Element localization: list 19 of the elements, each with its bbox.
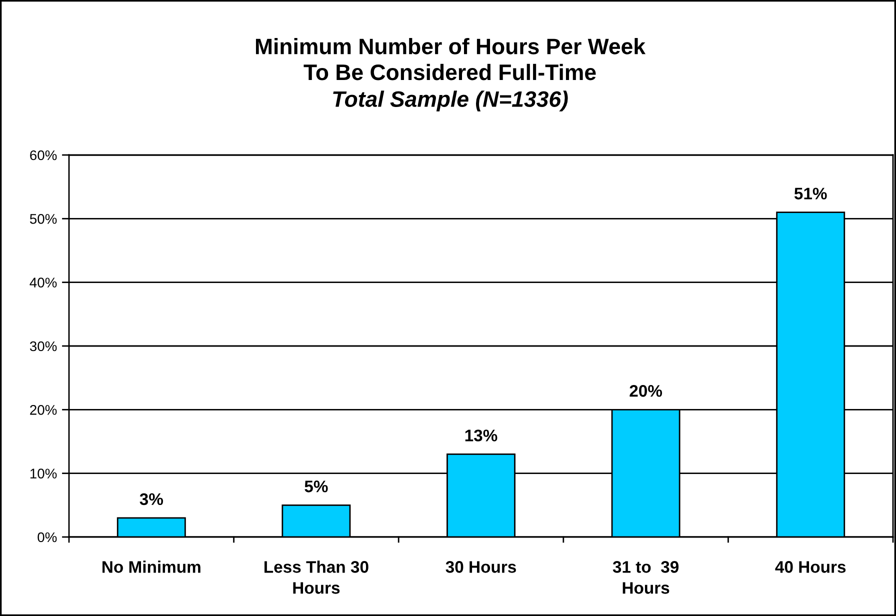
chart-subtitle: Total Sample (N=1336) [333, 90, 568, 112]
y-tick-label: 20% [30, 405, 57, 415]
y-tick-label: 30% [30, 341, 57, 352]
data-label: 5% [304, 480, 328, 492]
x-tick-label: Less Than 30 Hours [264, 560, 368, 594]
chart-title: Minimum Number of Hours Per Week To Be Considered Full-Time [256, 38, 646, 80]
y-tick-label: 10% [30, 468, 57, 479]
y-tick-label: 0% [38, 532, 57, 542]
x-tick-label: 30 Hours [446, 561, 516, 573]
data-label: 3% [140, 493, 164, 506]
data-label: 51% [794, 188, 827, 200]
x-tick-label: 31 to 39 Hours [612, 561, 679, 594]
y-tick-label: 50% [30, 214, 57, 224]
x-tick-label: No Minimum [102, 560, 200, 573]
data-label: 20% [630, 385, 662, 397]
y-tick-label: 40% [30, 278, 57, 288]
y-tick-label: 60% [30, 150, 57, 160]
data-label: 13% [465, 430, 498, 442]
x-tick-label: 40 Hours [775, 561, 846, 573]
